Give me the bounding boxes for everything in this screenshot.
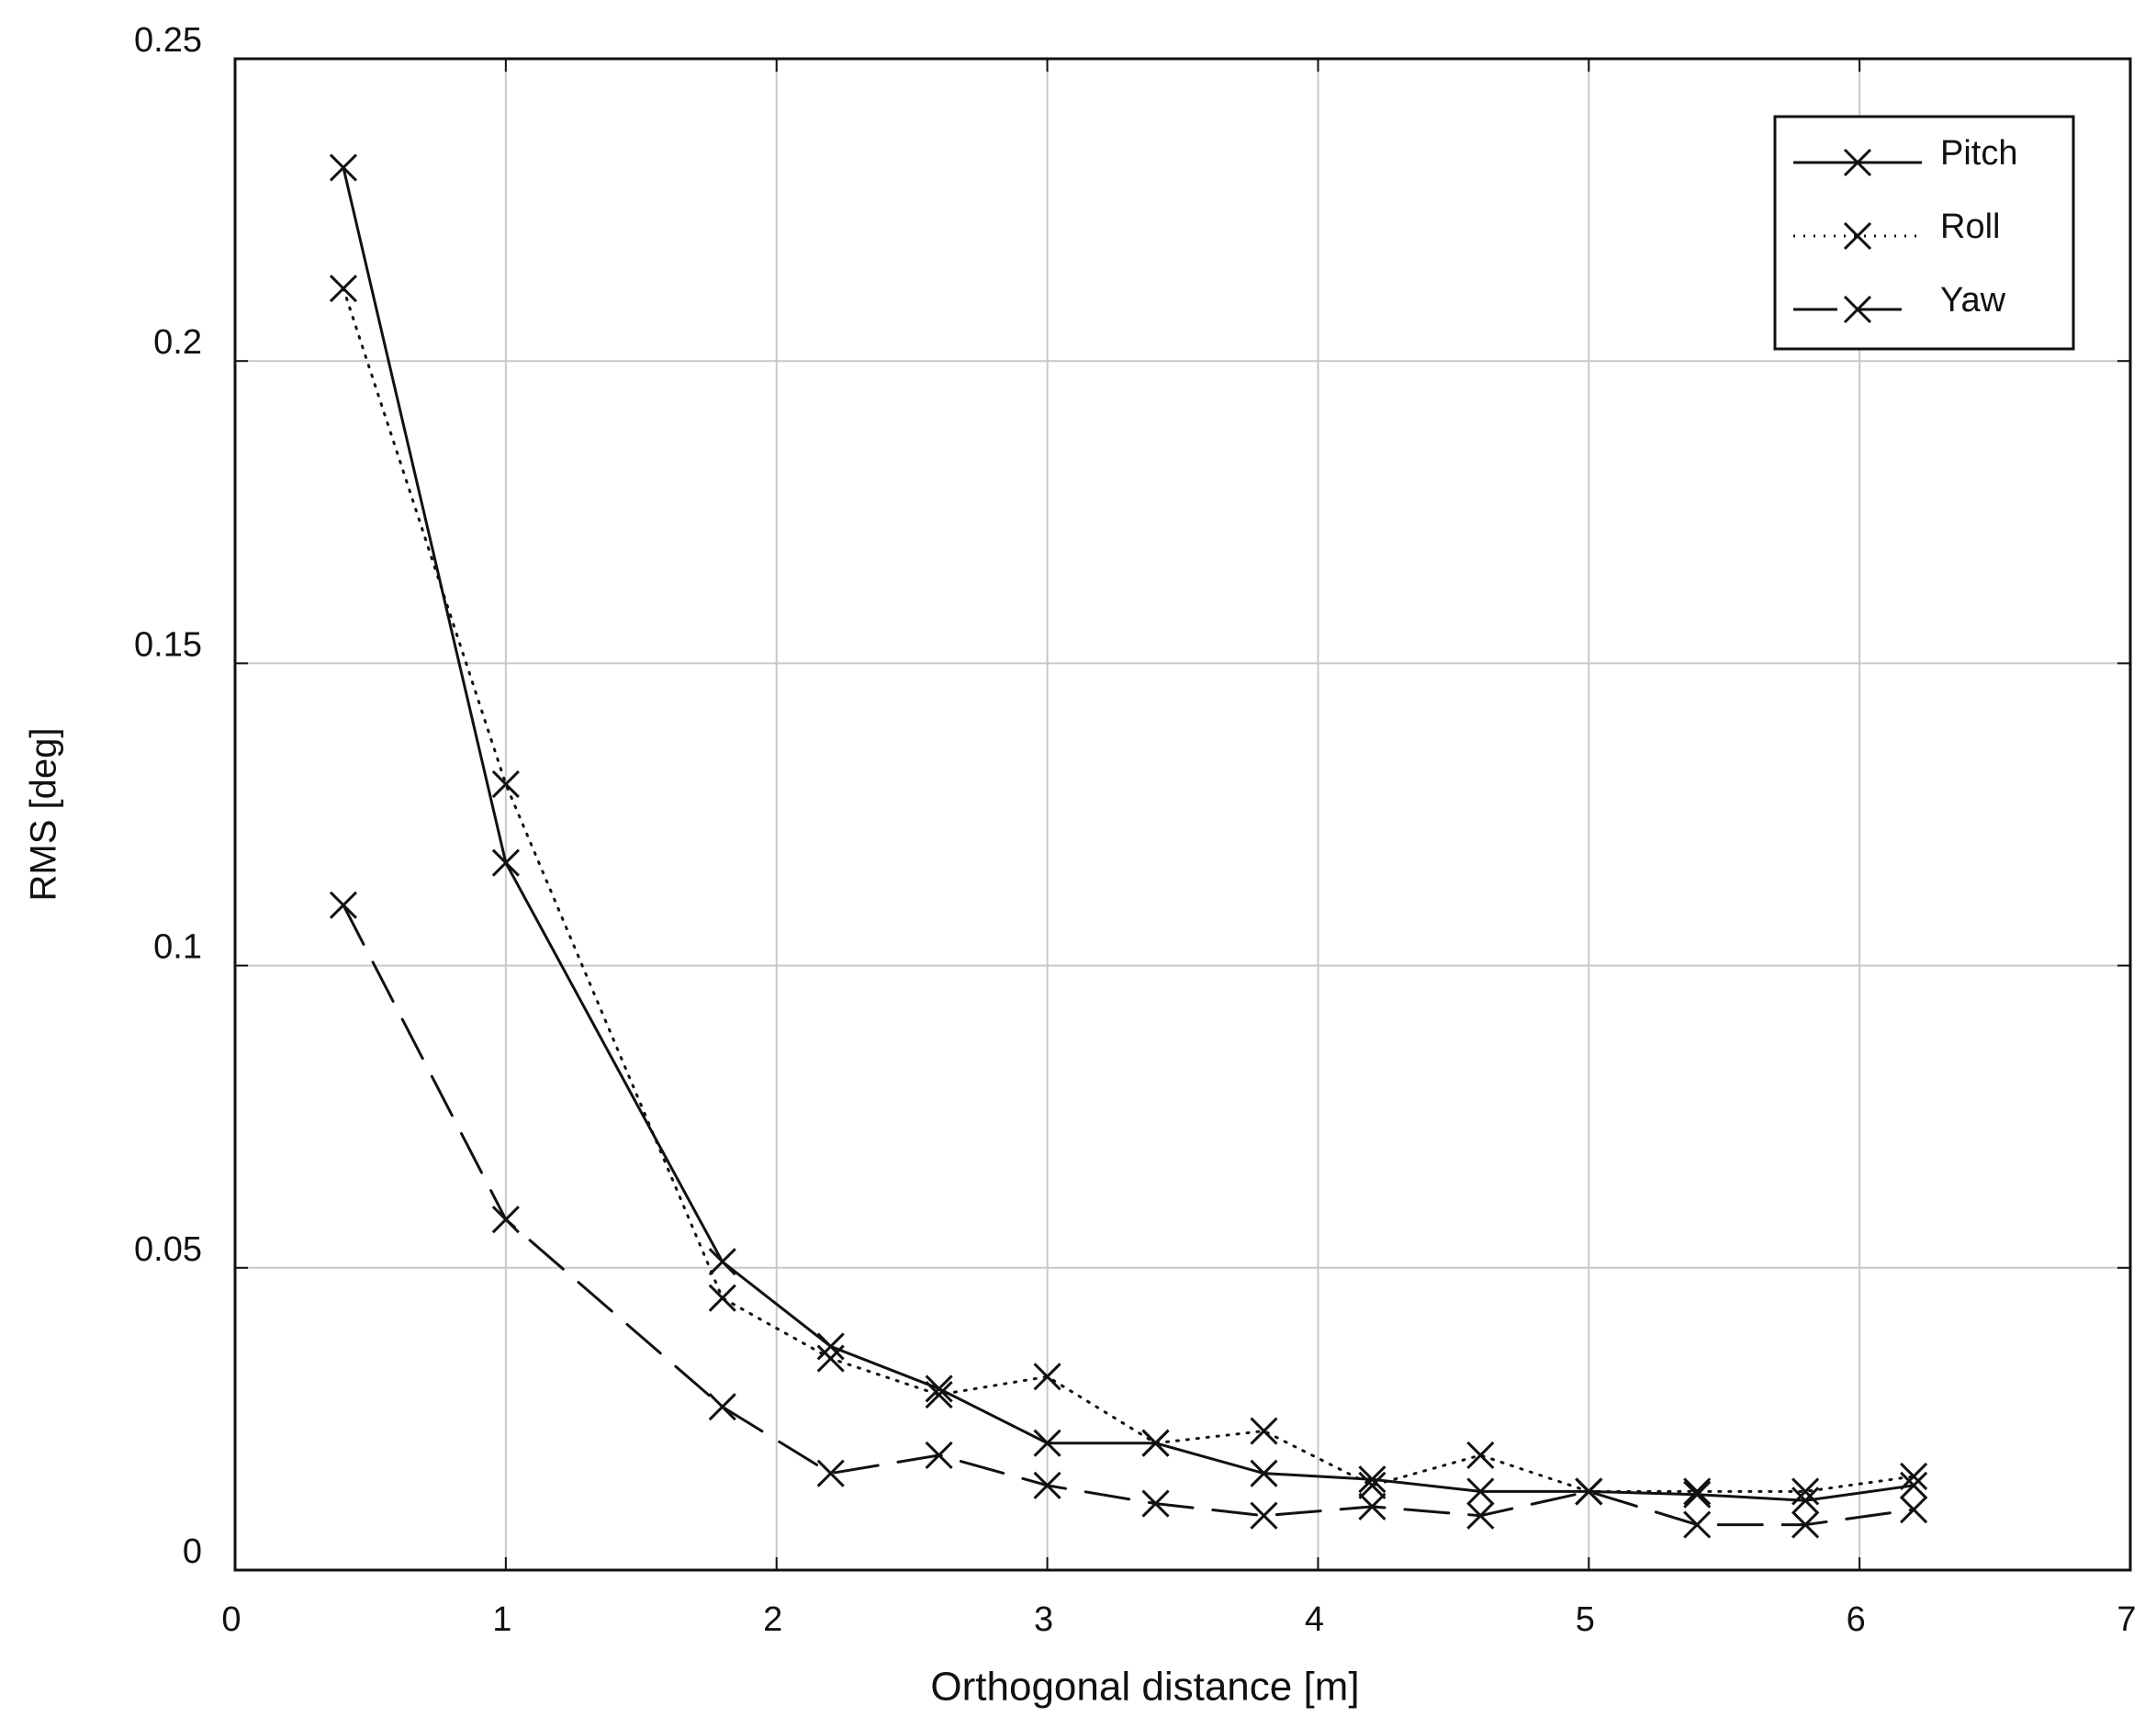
y-tick-label: 0.05 [134,1230,202,1269]
marker [329,275,358,303]
legend-label: Roll [1940,208,2000,246]
marker [1033,1363,1061,1391]
marker [1900,1462,1928,1491]
legend-label: Yaw [1940,281,2006,320]
series-line [342,166,1915,1502]
marker [491,770,520,799]
marker [1683,1480,1712,1509]
x-tick-label: 6 [1847,1600,1866,1639]
y-tick-label: 0 [183,1532,202,1571]
y-tick-label: 0.1 [153,928,202,967]
x-tick-label: 2 [763,1600,782,1639]
y-tick-label: 0.2 [153,323,202,362]
marker [816,1344,845,1373]
x-tick-label: 0 [221,1600,241,1639]
marker [925,1380,953,1409]
x-axis-label: Orthogonal distance [m] [930,1665,1359,1710]
marker [708,1284,736,1312]
series-line [342,903,1915,1527]
marker [1358,1492,1387,1520]
marker [1466,1441,1495,1469]
marker [925,1441,953,1469]
marker [1358,1465,1387,1494]
marker [1683,1477,1712,1506]
marker [816,1332,845,1361]
marker [1141,1429,1170,1457]
marker [1466,1477,1495,1506]
legend-label: Pitch [1940,134,2017,173]
marker [1791,1477,1820,1506]
marker [816,1459,845,1487]
marker [1791,1487,1820,1515]
x-tick-label: 7 [2117,1600,2136,1639]
y-tick-label: 0.25 [134,21,202,60]
marker [1575,1477,1603,1506]
legend-marker [1843,221,1872,251]
marker [1900,1496,1928,1524]
y-tick-label: 0.15 [134,625,202,664]
marker [1033,1429,1061,1457]
marker [1250,1459,1278,1487]
marker [1791,1510,1820,1539]
marker [1683,1510,1712,1539]
marker [491,848,520,877]
x-tick-label: 4 [1305,1600,1324,1639]
legend-marker [1843,295,1872,324]
marker [1900,1471,1928,1499]
legend-marker [1843,148,1872,177]
y-axis-label: RMS [deg] [24,728,64,902]
plot-frame [233,57,2132,1572]
marker [1466,1501,1495,1530]
marker [329,153,358,182]
series-line [342,286,1915,1493]
x-tick-label: 3 [1034,1600,1053,1639]
legend-box [1773,115,2075,351]
marker [925,1375,953,1403]
marker [1141,1489,1170,1518]
marker [708,1393,736,1421]
marker [708,1248,736,1276]
marker [1250,1417,1278,1445]
marker [1033,1471,1061,1499]
x-tick-label: 1 [492,1600,511,1639]
marker [1250,1501,1278,1530]
marker [329,891,358,919]
x-tick-label: 5 [1576,1600,1595,1639]
marker [1358,1471,1387,1499]
marker [491,1206,520,1234]
